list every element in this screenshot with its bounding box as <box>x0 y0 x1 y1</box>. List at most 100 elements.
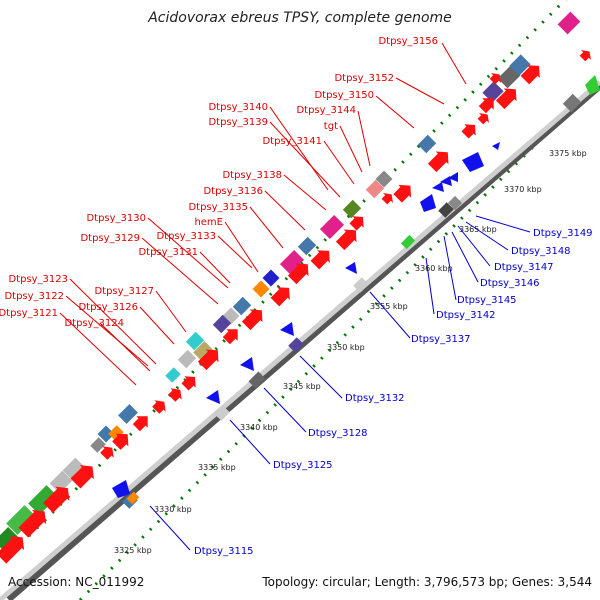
gene-label: Dtpsy_3136 <box>203 186 263 197</box>
tick-label: 3325 kbp <box>114 546 152 555</box>
tick-label: 3360 kbp <box>415 264 453 273</box>
gene-arrow <box>206 390 220 404</box>
gene-arrow <box>181 376 196 391</box>
gene-arrow <box>18 509 47 538</box>
reverse-callout-lines <box>149 215 531 551</box>
gene-arrow <box>270 287 290 307</box>
gene-block <box>90 437 106 453</box>
gene-arrow <box>287 263 309 285</box>
gene-block <box>262 269 280 287</box>
gene-block <box>118 404 138 424</box>
gene-arrow <box>0 535 25 564</box>
gene-label: Dtpsy_3125 <box>273 460 333 471</box>
gene-block <box>447 195 463 211</box>
tick-label: 3375 kbp <box>549 149 587 158</box>
gene-block <box>248 371 266 389</box>
gene-arrow <box>489 73 501 85</box>
gene-label: Dtpsy_3147 <box>494 262 554 273</box>
gene-block <box>212 314 232 334</box>
gene-label: Dtpsy_3115 <box>194 546 254 557</box>
gene-label: Dtpsy_3150 <box>314 90 374 101</box>
gene-arrow <box>132 416 148 432</box>
gene-block <box>252 280 270 298</box>
gene-block <box>6 505 36 535</box>
gene-arrow <box>462 152 484 172</box>
gene-label: hemE <box>194 217 223 228</box>
gene-arrow <box>520 65 540 85</box>
gene-block <box>49 470 73 494</box>
gene-block <box>62 457 86 481</box>
gene-arrow <box>492 142 500 150</box>
gene-label: Dtpsy_3121 <box>0 308 58 319</box>
gene-block <box>438 202 454 218</box>
gene-arrow <box>440 176 452 186</box>
gene-arrow <box>427 151 449 173</box>
gene-arrow <box>152 400 166 414</box>
gene-label: Dtpsy_3144 <box>296 105 356 116</box>
gene-label: Dtpsy_3131 <box>138 247 198 258</box>
gene-block <box>353 277 369 293</box>
gene-arrow <box>43 486 70 513</box>
forward-features-outer <box>0 11 581 552</box>
gene-arrow <box>240 357 254 371</box>
gene-label: Dtpsy_3142 <box>436 310 496 321</box>
gene-arrow <box>420 194 436 212</box>
gene-arrow <box>585 75 600 95</box>
gene-block <box>562 93 582 113</box>
gene-label: Dtpsy_3127 <box>94 286 154 297</box>
gene-block <box>342 199 362 219</box>
gene-arrow <box>495 88 517 110</box>
gene-arrow <box>280 322 294 336</box>
gene-block <box>557 11 581 35</box>
gene-arrow <box>478 98 494 114</box>
gene-block <box>97 425 115 443</box>
gene-block <box>177 349 197 369</box>
gene-block <box>214 405 230 421</box>
gene-arrow <box>335 229 357 251</box>
gene-arrow <box>168 388 182 402</box>
gene-label: Dtpsy_3156 <box>378 36 438 47</box>
inner-tick-track <box>78 78 600 600</box>
gene-arrow <box>100 446 114 460</box>
forward-gene-labels: Dtpsy_3156 Dtpsy_3152 Dtpsy_3150 Dtpsy_3… <box>0 36 438 329</box>
gene-block <box>497 65 521 89</box>
gene-arrow <box>241 309 263 331</box>
gene-label: Dtpsy_3149 <box>533 228 593 239</box>
gene-label: Dtpsy_3124 <box>64 318 124 329</box>
gene-label: Dtpsy_3139 <box>208 117 268 128</box>
gene-label: Dtpsy_3133 <box>156 231 216 242</box>
gene-arrow <box>393 184 412 203</box>
gene-block <box>165 367 181 383</box>
forward-arrows <box>0 50 591 564</box>
gene-label: Dtpsy_3132 <box>345 393 405 404</box>
gene-arrow <box>461 124 476 139</box>
gene-arrow <box>448 172 458 182</box>
gene-block <box>0 526 19 552</box>
gene-label: Dtpsy_3128 <box>308 428 368 439</box>
gene-label: Dtpsy_3122 <box>4 291 64 302</box>
gene-arrow <box>381 193 393 205</box>
map-title: Acidovorax ebreus TPSY, complete genome <box>147 10 452 26</box>
gene-label: Dtpsy_3146 <box>480 278 540 289</box>
gene-block <box>28 485 58 515</box>
gene-block <box>400 234 416 250</box>
tick-label: 3350 kbp <box>327 343 365 352</box>
gene-block <box>232 296 252 316</box>
gene-arrow <box>112 480 130 498</box>
gene-block <box>279 249 305 275</box>
gene-label: Dtpsy_3123 <box>8 274 68 285</box>
gene-label: Dtpsy_3129 <box>80 233 140 244</box>
gene-label: Dtpsy_3145 <box>457 295 517 306</box>
reverse-features <box>112 75 600 509</box>
gene-label: Dtpsy_3138 <box>222 170 282 181</box>
gene-arrow <box>345 262 357 274</box>
genome-summary-text: Topology: circular; Length: 3,796,573 bp… <box>261 575 592 589</box>
gene-arrow <box>432 182 444 192</box>
gene-arrow <box>112 433 129 450</box>
tick-label: 3340 kbp <box>240 423 278 432</box>
gene-block <box>482 81 504 103</box>
gene-label: tgt <box>324 121 338 132</box>
gene-label: Dtpsy_3141 <box>262 136 322 147</box>
gene-label: Dtpsy_3140 <box>208 102 268 113</box>
